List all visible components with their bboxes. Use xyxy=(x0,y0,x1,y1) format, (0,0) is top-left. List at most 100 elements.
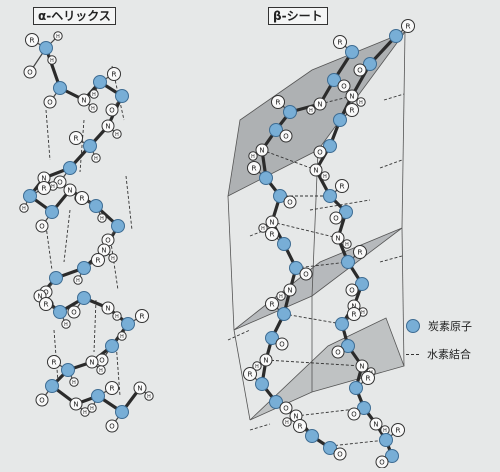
oxygen-atom: O xyxy=(35,393,49,407)
hydrogen-bond-line xyxy=(379,159,403,169)
hydrogen-atom-circle xyxy=(144,391,154,401)
hydrogen-atom-label: H xyxy=(383,428,387,434)
carbon-atom xyxy=(323,441,337,455)
carbon-atom xyxy=(277,237,291,251)
oxygen-atom-label: O xyxy=(99,357,105,365)
side-chain-atom-label: R xyxy=(109,384,114,393)
oxygen-atom-circle xyxy=(299,267,313,281)
hydrogen-atom: H xyxy=(320,171,330,181)
oxygen-atom-label: O xyxy=(357,67,363,75)
side-chain-atom: R xyxy=(105,381,119,395)
carbon-atom xyxy=(89,199,103,213)
hydrogen-atom: H xyxy=(112,311,122,321)
carbon-atom xyxy=(53,305,67,319)
carbon-atom xyxy=(341,339,355,353)
hydrogen-atom-label: H xyxy=(72,380,76,386)
oxygen-atom: O xyxy=(375,455,389,469)
oxygen-atom: O xyxy=(333,447,347,461)
nitrogen-atom-label: N xyxy=(317,101,322,109)
legend-hbond-label: 水素結合 xyxy=(427,348,471,361)
nitrogen-atom-label: N xyxy=(287,287,292,295)
side-chain-atom-circle xyxy=(243,367,257,381)
side-chain-atom: R xyxy=(265,227,279,241)
hydrogen-atom: H xyxy=(248,151,258,161)
side-chain-atom-circle xyxy=(345,103,359,117)
side-chain-atom-circle xyxy=(39,297,53,311)
nitrogen-atom: N xyxy=(101,301,115,315)
hydrogen-bond-line xyxy=(45,225,53,271)
side-chain-atom-label: R xyxy=(79,194,84,203)
hydrogen-atom: H xyxy=(380,425,390,435)
nitrogen-atom-label: N xyxy=(349,93,354,101)
side-chain-atom-circle xyxy=(271,95,285,109)
hydrogen-atom-circle xyxy=(248,151,258,161)
nitrogen-atom-label: N xyxy=(359,363,364,371)
side-chain-atom-circle xyxy=(75,191,89,205)
side-chain-atom-label: R xyxy=(395,426,400,435)
beta-sheet-plane xyxy=(249,317,405,421)
sheet-edge xyxy=(401,31,406,229)
hydrogen-atom-circle xyxy=(252,361,262,371)
side-chain-atom-label: R xyxy=(95,256,100,265)
side-chain-atom-circle xyxy=(69,131,83,145)
nitrogen-atom: N xyxy=(369,417,383,431)
hydrogen-atom-circle xyxy=(276,291,286,301)
carbon-atom xyxy=(77,261,91,275)
nitrogen-atom: N xyxy=(331,231,345,245)
side-chain-atom-label: R xyxy=(351,310,356,319)
carbon-atom xyxy=(339,205,353,219)
carbon-atom xyxy=(273,189,287,203)
hydrogen-atom: H xyxy=(306,105,316,115)
oxygen-atom: O xyxy=(347,407,361,421)
oxygen-atom-circle xyxy=(35,393,49,407)
oxygen-atom: O xyxy=(105,103,119,117)
oxygen-atom-label: O xyxy=(109,107,115,115)
side-chain-atom-label: R xyxy=(405,22,410,31)
oxygen-atom-circle xyxy=(23,65,37,79)
carbon-atom xyxy=(355,277,369,291)
oxygen-atom: O xyxy=(67,305,81,319)
carbon-atom xyxy=(259,171,273,185)
hydrogen-atom: H xyxy=(252,361,262,371)
hydrogen-bond-line xyxy=(63,209,71,263)
oxygen-atom-circle xyxy=(279,129,293,143)
hydrogen-atom-circle xyxy=(91,153,101,163)
carbon-atom xyxy=(265,331,279,345)
hydrogen-atom: H xyxy=(144,391,154,401)
hydrogen-atom-circle xyxy=(80,407,90,417)
nitrogen-atom: N xyxy=(77,93,91,107)
hydrogen-bond-line xyxy=(383,93,405,101)
nitrogen-atom-label: N xyxy=(263,357,268,365)
side-chain-atom: R xyxy=(333,35,347,49)
hydrogen-atom-label: H xyxy=(115,132,119,138)
nitrogen-atom-label: N xyxy=(73,401,78,409)
carbon-atom xyxy=(327,73,341,87)
hydrogen-atom: H xyxy=(19,203,29,213)
side-chain-atom-label: R xyxy=(73,134,78,143)
hydrogen-atom-circle xyxy=(282,417,292,427)
side-chain-atom-label: R xyxy=(297,422,302,431)
nitrogen-atom-circle xyxy=(259,353,273,367)
side-chain-atom-label: R xyxy=(269,230,274,239)
side-chain-atom-label: R xyxy=(43,300,48,309)
hydrogen-atom: H xyxy=(88,103,98,113)
nitrogen-atom: N xyxy=(63,183,77,197)
hydrogen-atom-circle xyxy=(112,311,122,321)
oxygen-atom: O xyxy=(345,283,359,297)
hydrogen-atom-circle xyxy=(96,365,106,375)
side-chain-atom-circle xyxy=(391,423,405,437)
side-chain-atom: R xyxy=(361,371,375,385)
carbon-atom xyxy=(63,161,77,175)
side-chain-atom-label: R xyxy=(111,70,116,79)
hydrogen-atom-circle xyxy=(320,171,330,181)
carbon-atom xyxy=(349,381,363,395)
oxygen-atom-label: O xyxy=(47,99,53,107)
hydrogen-bond-line xyxy=(329,439,387,447)
side-chain-atom-label: R xyxy=(251,164,256,173)
carbon-atom xyxy=(283,105,297,119)
hydrogen-atom: H xyxy=(117,331,127,341)
carbon-atom xyxy=(379,433,393,447)
side-chain-atom-label: R xyxy=(339,182,344,191)
